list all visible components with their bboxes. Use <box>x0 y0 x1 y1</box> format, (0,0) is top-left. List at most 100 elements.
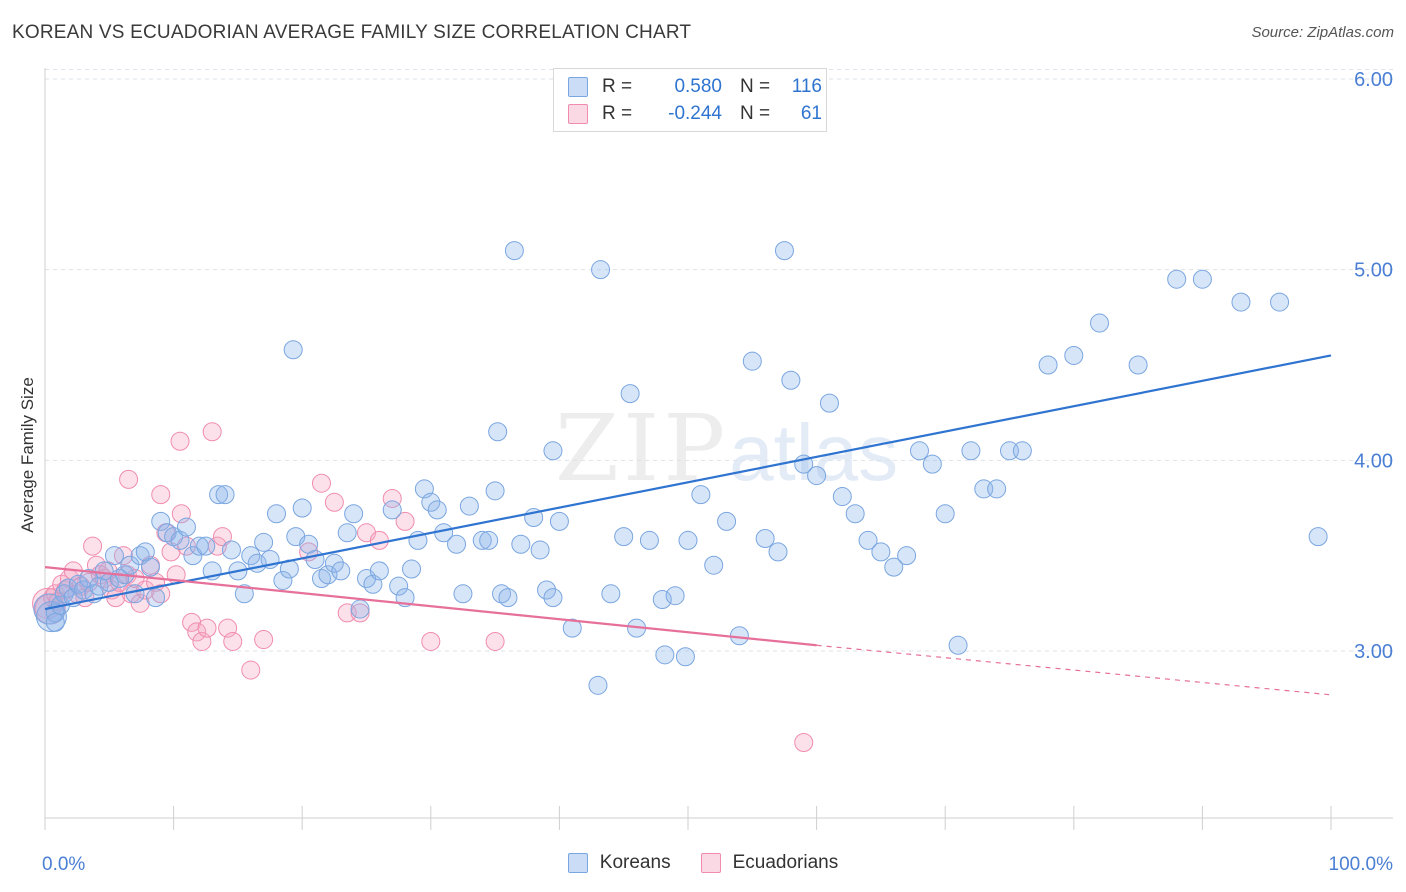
koreans-point-82 <box>588 675 608 695</box>
koreans-point-129 <box>620 384 640 404</box>
koreans-point-99 <box>807 466 827 486</box>
chart-title: KOREAN VS ECUADORIAN AVERAGE FAMILY SIZE… <box>12 22 692 43</box>
ecuadorians-point-41 <box>212 527 232 547</box>
koreans-n-label: N = <box>740 76 771 97</box>
koreans-point-104 <box>871 542 891 562</box>
koreans-point-105 <box>884 557 904 577</box>
koreans-r-value: 0.580 <box>674 76 722 97</box>
legend-item-koreans[interactable]: Koreans <box>567 852 671 874</box>
koreans-point-50 <box>324 553 344 573</box>
ecuadorians-r-label: R = <box>602 103 633 124</box>
koreans-point-95 <box>755 529 775 549</box>
ecuadorians-point-44 <box>241 660 261 680</box>
koreans-point-80 <box>549 511 569 531</box>
koreans-point-7 <box>68 574 88 594</box>
koreans-point-78 <box>537 580 557 600</box>
koreans-point-75 <box>511 534 531 554</box>
koreans-point-111 <box>961 441 981 461</box>
koreans-point-113 <box>987 479 1007 499</box>
koreans-point-125 <box>283 340 303 360</box>
ecuadorians-point-45 <box>254 630 274 650</box>
koreans-point-27 <box>176 517 196 537</box>
ecuadorians-swatch <box>568 104 588 124</box>
ecuadorians-point-43 <box>223 631 243 651</box>
koreans-point-108 <box>922 454 942 474</box>
koreans-point-68 <box>453 584 473 604</box>
ecuadorians-point-48 <box>324 492 344 512</box>
ecuadorians-points <box>32 422 814 753</box>
koreans-point-18 <box>125 584 145 604</box>
koreans-point-32 <box>209 485 229 505</box>
koreans-point-53 <box>344 504 364 524</box>
koreans-point-14 <box>104 546 124 566</box>
koreans-point-51 <box>331 561 351 581</box>
stats-legend: R = 0.580 N = 116 R = -0.244 N = 61 <box>553 68 827 132</box>
legend-row-koreans: R = 0.580 N = 116 <box>568 75 822 99</box>
ecuadorians-trend-line <box>44 566 817 647</box>
trend-lines <box>44 354 1332 696</box>
series-legend: Koreans Ecuadorians <box>0 852 1406 874</box>
koreans-point-34 <box>221 540 241 560</box>
koreans-point-117 <box>1064 345 1084 365</box>
koreans-point-37 <box>241 546 261 566</box>
koreans-point-130 <box>655 645 675 665</box>
koreans-point-88 <box>665 586 685 606</box>
koreans-point-45 <box>292 498 312 518</box>
koreans-point-100 <box>819 393 839 413</box>
koreans-point-120 <box>1167 269 1187 289</box>
ecuadorians-point-60 <box>170 431 190 451</box>
ecuadorians-point-55 <box>421 631 441 651</box>
koreans-point-109 <box>935 504 955 524</box>
ecuadorians-n-value: 61 <box>800 103 822 124</box>
koreans-point-134 <box>45 612 65 632</box>
koreans-point-79 <box>543 588 563 608</box>
ecuadorians-point-36 <box>187 622 207 642</box>
koreans-swatch <box>568 77 588 97</box>
ecuadorians-point-29 <box>151 584 171 604</box>
tick-labels: 3.00 4.00 5.00 6.00 0.0% 100.0% <box>42 69 1393 875</box>
koreans-point-71 <box>479 530 499 550</box>
y-tick-label-3: 6.00 <box>1354 69 1393 91</box>
koreans-point-20 <box>135 542 155 562</box>
koreans-point-8 <box>74 580 94 600</box>
ecuadorians-point-38 <box>197 618 217 638</box>
koreans-point-29 <box>189 536 209 556</box>
koreans-point-128 <box>591 260 611 280</box>
koreans-point-47 <box>305 549 325 569</box>
koreans-point-116 <box>1038 355 1058 375</box>
koreans-legend-swatch <box>567 853 588 873</box>
koreans-point-107 <box>909 441 929 461</box>
koreans-n-value: 116 <box>791 76 822 97</box>
koreans-point-1 <box>35 601 67 633</box>
ecuadorians-point-59 <box>151 485 171 505</box>
axes <box>44 68 1393 830</box>
y-tick-label-0: 3.00 <box>1354 641 1393 663</box>
koreans-point-91 <box>704 555 724 575</box>
ecuadorians-point-47 <box>311 473 331 493</box>
koreans-point-57 <box>369 561 389 581</box>
koreans-point-5 <box>58 578 78 598</box>
koreans-point-110 <box>948 635 968 655</box>
koreans-point-22 <box>146 588 166 608</box>
y-axis-label: Average Family Size <box>18 377 37 533</box>
koreans-point-30 <box>196 536 216 556</box>
koreans-point-58 <box>382 500 402 520</box>
legend-row-ecuadorians: R = -0.244 N = 61 <box>568 102 822 126</box>
ecuadorians-r-value: -0.244 <box>668 103 722 124</box>
koreans-point-115 <box>1012 441 1032 461</box>
koreans-point-54 <box>350 599 370 619</box>
legend-item-ecuadorians[interactable]: Ecuadorians <box>700 852 838 874</box>
ecuadorians-point-56 <box>485 631 505 651</box>
koreans-point-33 <box>215 485 235 505</box>
koreans-point-131 <box>675 647 695 667</box>
koreans-point-9 <box>79 569 99 589</box>
koreans-point-36 <box>234 584 254 604</box>
koreans-point-59 <box>389 576 409 596</box>
koreans-point-118 <box>1090 313 1110 333</box>
x-tick-label-min: 0.0% <box>42 854 85 875</box>
koreans-point-61 <box>402 559 422 579</box>
koreans-point-70 <box>472 530 492 550</box>
koreans-point-101 <box>832 487 852 507</box>
koreans-point-119 <box>1128 355 1148 375</box>
